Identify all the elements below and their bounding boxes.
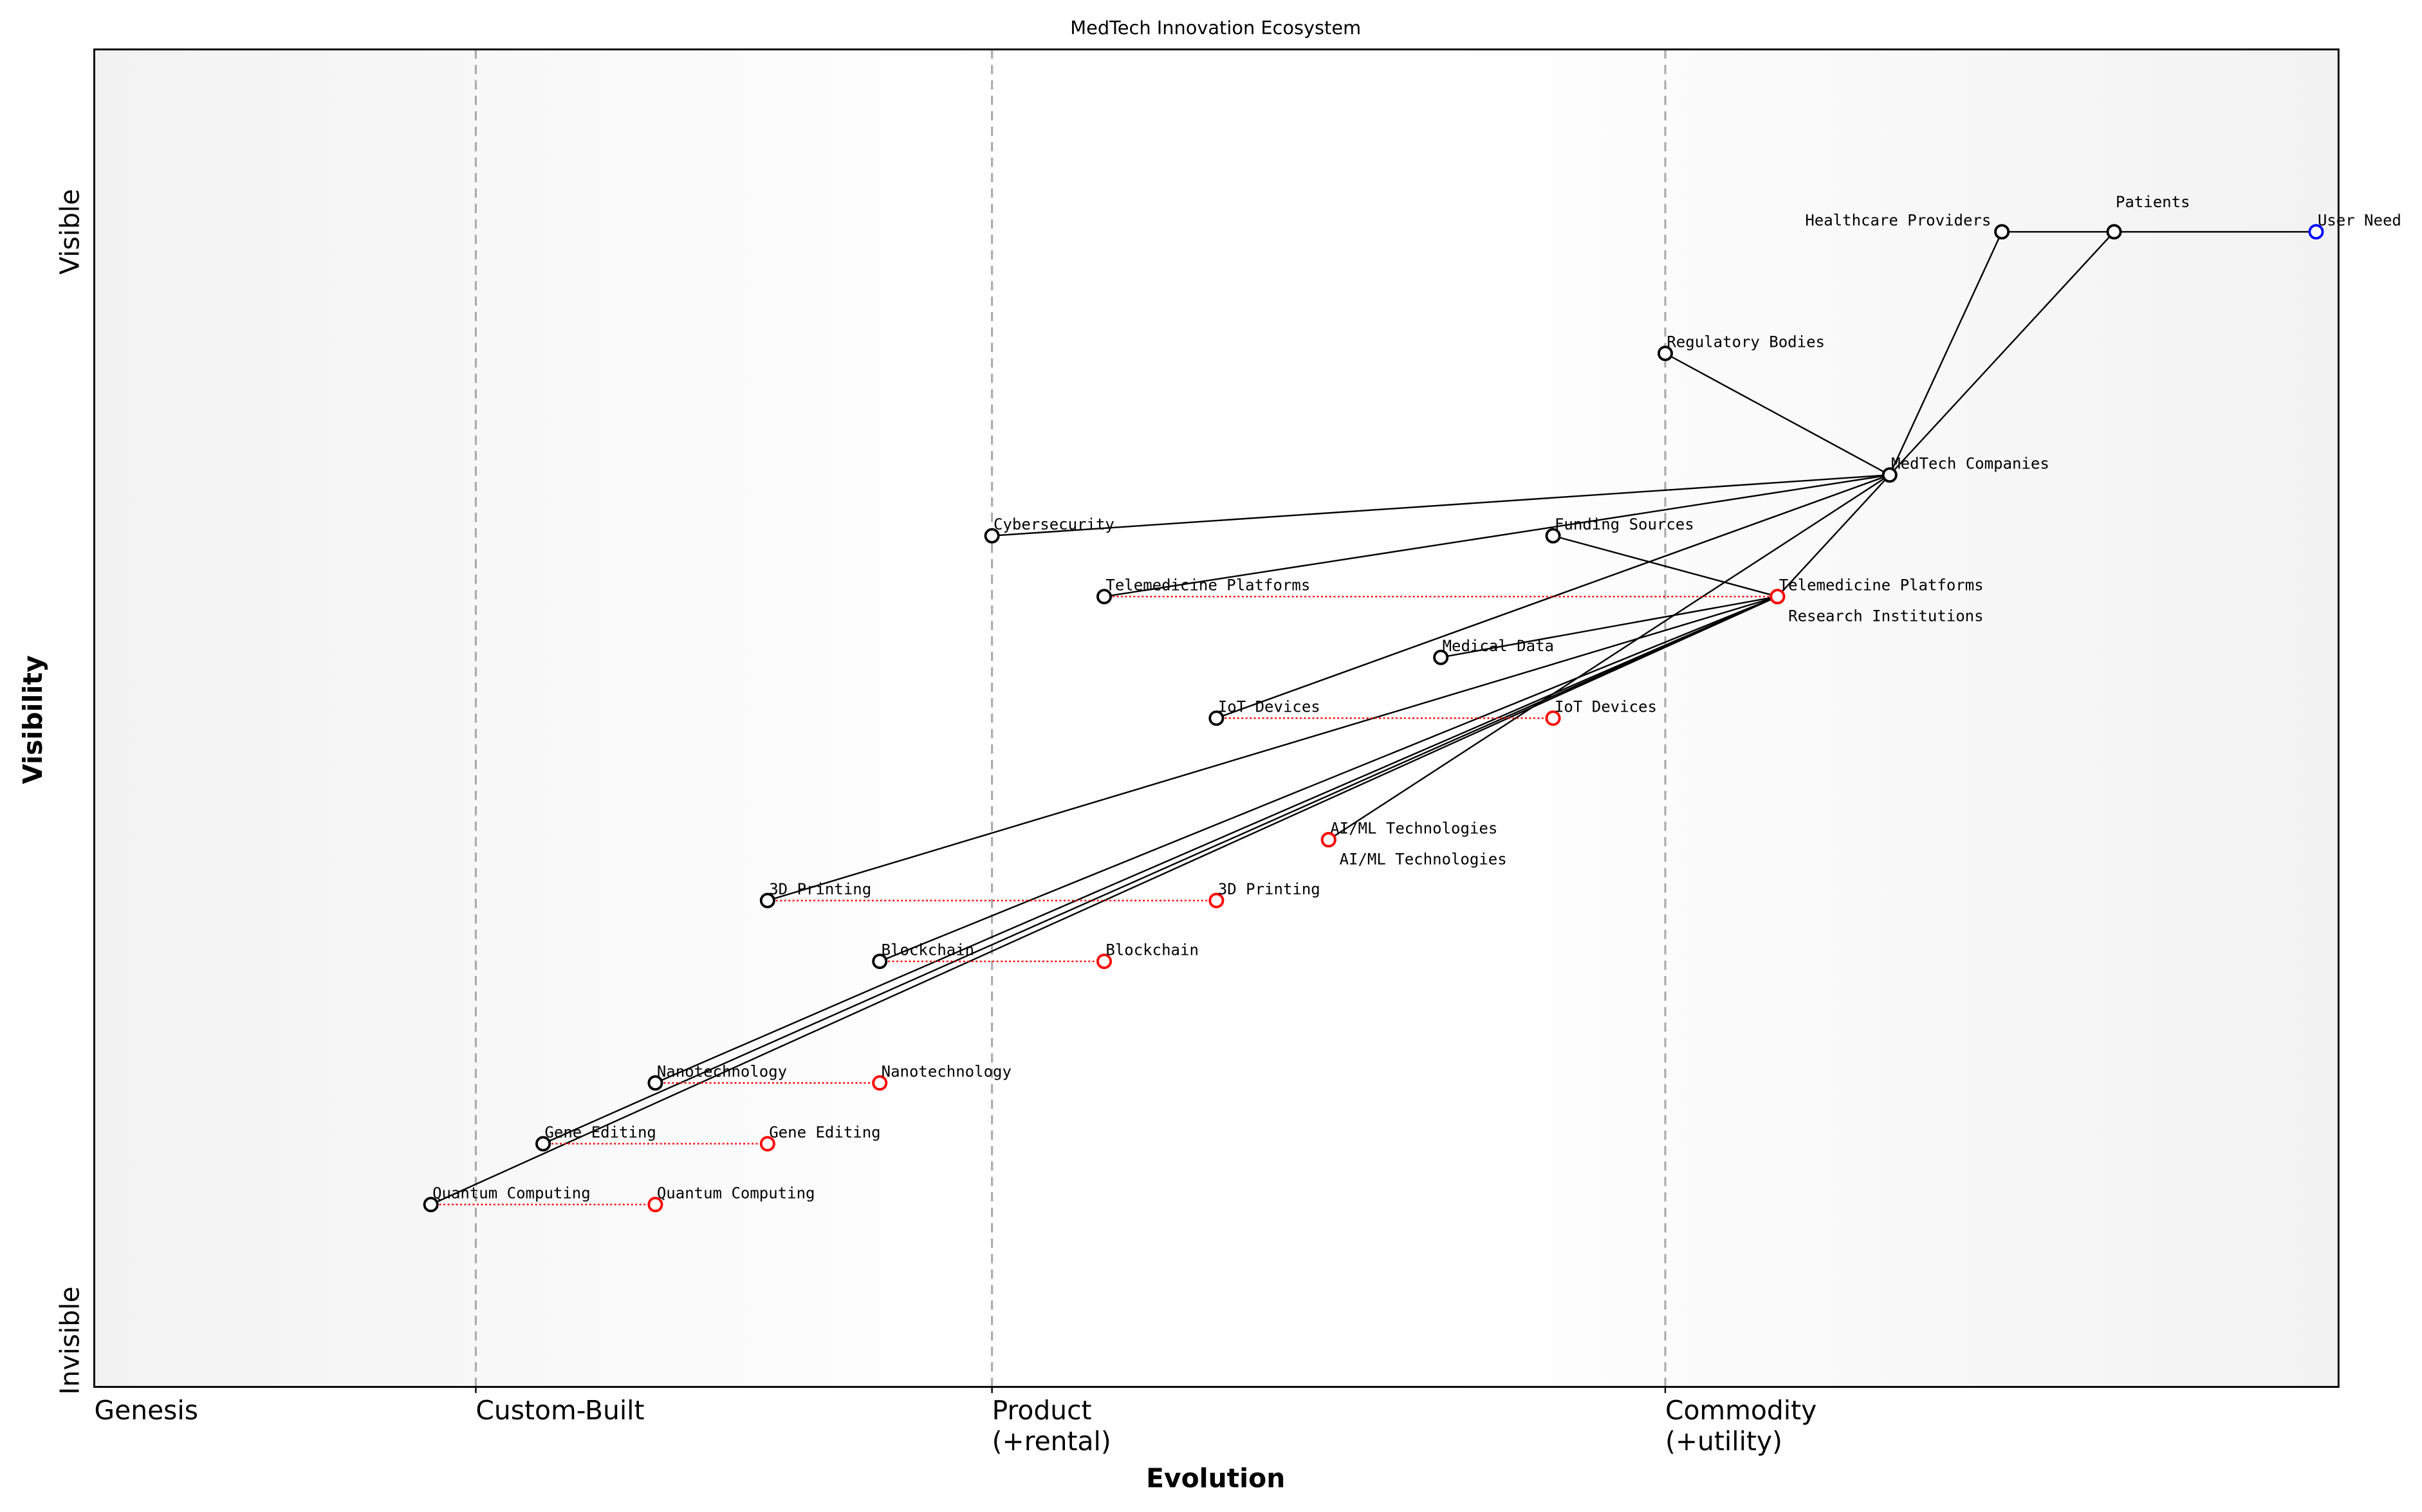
evolved-component-quantum-computing[interactable] bbox=[647, 1197, 663, 1213]
stage-dividers bbox=[474, 49, 1667, 1387]
component-label-3d-printing: 3D Printing bbox=[769, 880, 871, 898]
component-label-blockchain: Blockchain bbox=[882, 941, 974, 959]
chart-title: MedTech Innovation Ecosystem bbox=[1070, 17, 1361, 39]
component-quantum-computing[interactable] bbox=[423, 1197, 439, 1213]
link-medtech-companies-to-regulatory-bodies bbox=[1665, 353, 1890, 476]
x-tick-commodity-utility: Commodity (+utility) bbox=[1665, 1395, 1816, 1457]
component-medtech-companies[interactable] bbox=[1881, 467, 1898, 483]
link-medtech-companies-to-research-institutions bbox=[1777, 474, 1890, 598]
component-label-gene-editing: Gene Editing bbox=[544, 1123, 656, 1141]
component-iot-devices[interactable] bbox=[1208, 710, 1225, 726]
component-medical-data[interactable] bbox=[1433, 649, 1449, 665]
component-label-user-need: User Need bbox=[2318, 212, 2401, 230]
link-medtech-companies-to-iot-devices bbox=[1216, 474, 1890, 719]
component-healthcare-providers[interactable] bbox=[1994, 224, 2010, 240]
link-medtech-companies-to-telemedicine-platforms bbox=[1104, 474, 1890, 598]
evolved-component-3d-printing[interactable] bbox=[1208, 892, 1225, 908]
component-user-need[interactable] bbox=[2308, 224, 2324, 240]
component-label-cybersecurity: Cybersecurity bbox=[994, 515, 1114, 533]
component-blockchain[interactable] bbox=[872, 954, 888, 970]
link-medtech-companies-to-cybersecurity bbox=[992, 474, 1890, 537]
evolved-component-telemedicine-platforms[interactable] bbox=[1770, 589, 1786, 605]
component-label-iot-devices: IoT Devices bbox=[1218, 698, 1320, 716]
evolved-label-quantum-computing: Quantum Computing bbox=[657, 1184, 815, 1202]
component-patients[interactable] bbox=[2106, 224, 2122, 240]
y-tick-visible: Visible bbox=[55, 189, 86, 275]
x-axis-ticks: Genesis Custom-Built Product (+rental) Commo… bbox=[95, 1387, 1816, 1457]
component-label-ai-ml-technologies: AI/ML Technologies bbox=[1330, 820, 1497, 838]
evolved-label-telemedicine-platforms: Telemedicine Platforms bbox=[1779, 576, 1984, 595]
component-3d-printing[interactable] bbox=[759, 892, 775, 908]
x-tick-product-rental: Product (+rental) bbox=[992, 1395, 1111, 1457]
link-research-institutions-to-quantum-computing bbox=[430, 596, 1778, 1206]
link-medtech-companies-to-ai-ml-technologies bbox=[1328, 474, 1890, 841]
component-telemedicine-platforms[interactable] bbox=[1096, 589, 1113, 605]
evolved-label-ai-ml-technologies: AI/ML Technologies bbox=[1340, 851, 1507, 869]
evolved-label-3d-printing: 3D Printing bbox=[1218, 880, 1320, 898]
link-patients-to-medtech-companies bbox=[1889, 231, 2115, 476]
evolution-arrows bbox=[430, 596, 1778, 1206]
y-axis-label: Visibility bbox=[17, 655, 48, 784]
component-label-healthcare-providers: Healthcare Providers bbox=[1805, 212, 1991, 230]
component-label-research-institutions: Research Institutions bbox=[1788, 607, 1983, 625]
component-regulatory-bodies[interactable] bbox=[1657, 346, 1673, 362]
component-label-nanotechnology: Nanotechnology bbox=[657, 1063, 787, 1081]
x-axis-label: Evolution bbox=[1146, 1463, 1285, 1494]
link-research-institutions-to-nanotechnology bbox=[654, 596, 1778, 1084]
component-label-telemedicine-platforms: Telemedicine Platforms bbox=[1105, 576, 1310, 595]
component-cybersecurity[interactable] bbox=[984, 528, 1000, 544]
link-research-institutions-to-blockchain bbox=[879, 596, 1778, 963]
link-research-institutions-to-funding-sources bbox=[1553, 535, 1778, 598]
component-label-patients: Patients bbox=[2116, 193, 2190, 211]
component-funding-sources[interactable] bbox=[1545, 528, 1561, 544]
component-label-medical-data: Medical Data bbox=[1443, 637, 1554, 655]
y-tick-invisible: Invisible bbox=[55, 1286, 86, 1394]
component-label-regulatory-bodies: Regulatory Bodies bbox=[1667, 333, 1825, 351]
component-label-funding-sources: Funding Sources bbox=[1555, 515, 1694, 533]
x-tick-genesis: Genesis bbox=[95, 1395, 199, 1426]
component-gene-editing[interactable] bbox=[535, 1136, 551, 1152]
link-healthcare-providers-to-medtech-companies bbox=[1889, 231, 2003, 475]
component-nanotechnology[interactable] bbox=[647, 1075, 663, 1091]
y-axis-ticks: Invisible Visible bbox=[55, 189, 86, 1395]
evolved-component-nanotechnology[interactable] bbox=[872, 1075, 888, 1091]
link-research-institutions-to-3d-printing bbox=[767, 596, 1778, 901]
link-research-institutions-to-gene-editing bbox=[542, 596, 1778, 1145]
component-label-medtech-companies: MedTech Companies bbox=[1891, 455, 2049, 473]
dependency-links bbox=[430, 231, 2316, 1206]
components: User Need Patients Healthcare Providers Reg… bbox=[423, 193, 2401, 1213]
evolved-component-iot-devices[interactable] bbox=[1545, 710, 1561, 726]
evolved-component-gene-editing[interactable] bbox=[759, 1136, 775, 1152]
evolved-label-nanotechnology: Nanotechnology bbox=[882, 1063, 1012, 1081]
component-label-quantum-computing: Quantum Computing bbox=[432, 1184, 591, 1202]
link-research-institutions-to-medical-data bbox=[1440, 596, 1778, 658]
evolved-label-blockchain: Blockchain bbox=[1105, 941, 1198, 959]
plot-frame bbox=[93, 48, 2340, 1388]
evolved-component-blockchain[interactable] bbox=[1096, 954, 1113, 970]
evolved-label-iot-devices: IoT Devices bbox=[1555, 698, 1657, 716]
evolved-component-ai-ml-technologies[interactable] bbox=[1320, 832, 1336, 848]
x-tick-custom-built: Custom-Built bbox=[476, 1395, 644, 1426]
evolved-label-gene-editing: Gene Editing bbox=[769, 1123, 880, 1141]
